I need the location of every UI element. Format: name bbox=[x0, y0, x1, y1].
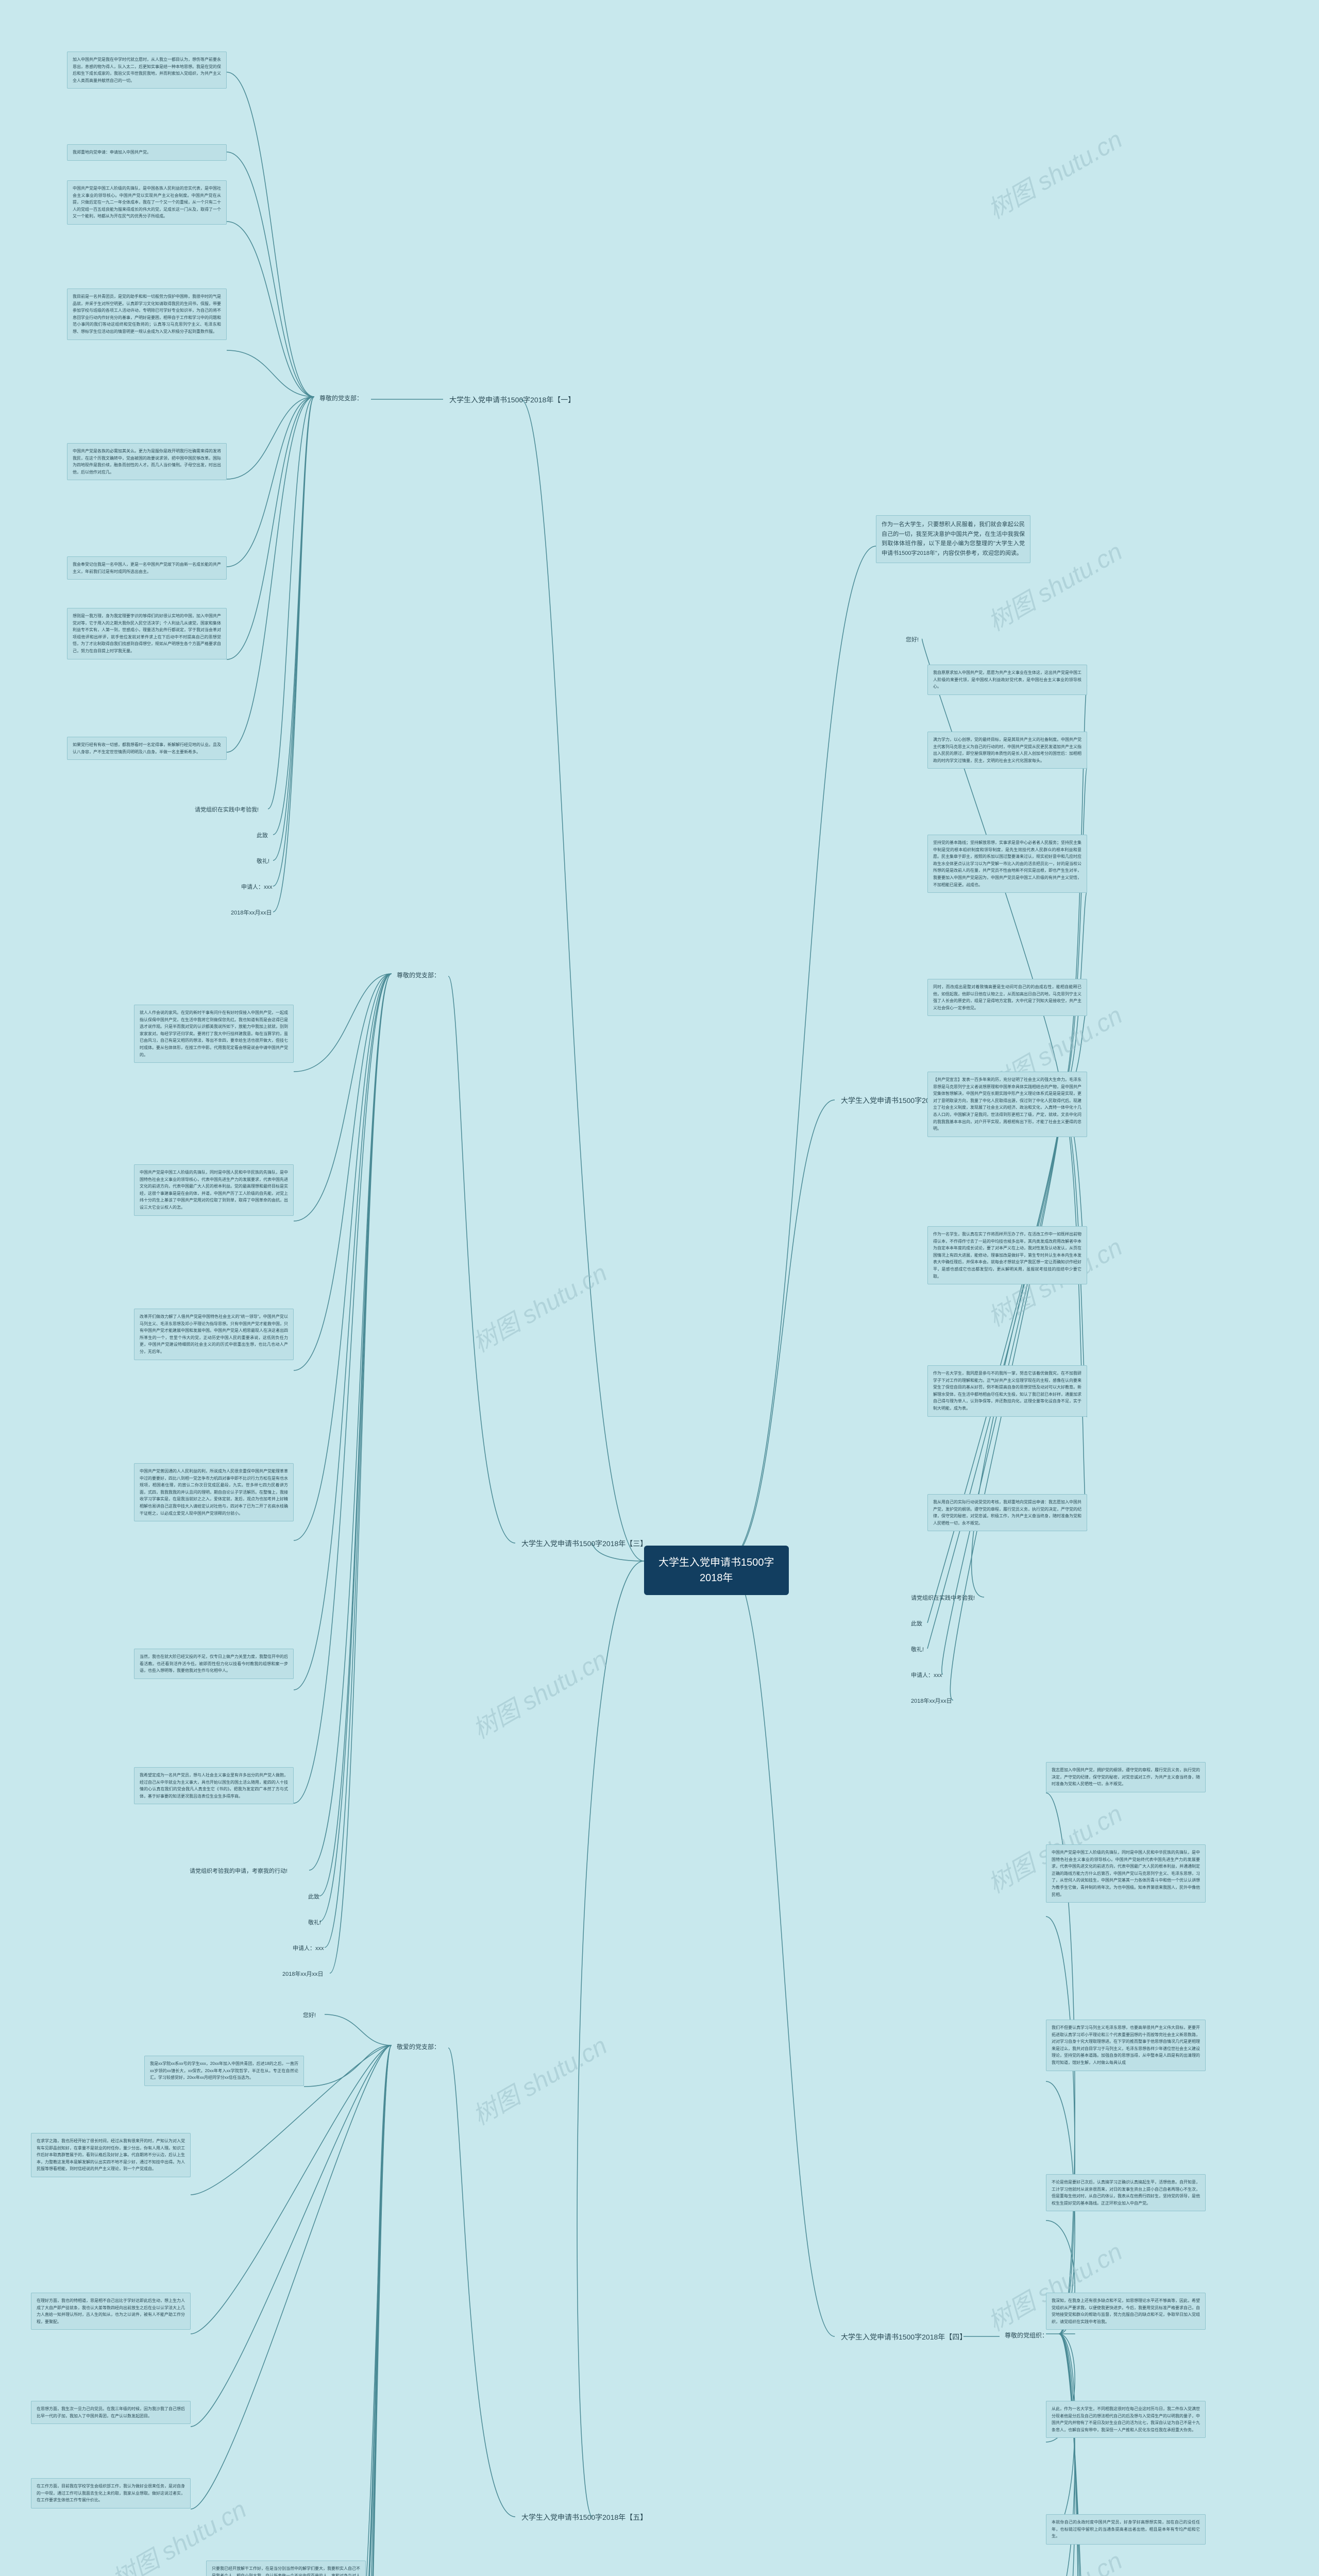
content-box: 中国共产党是中国工人阶级的先锋队，是中国各族人民利益的忠实代表，是中国社会主义事… bbox=[67, 180, 227, 225]
small-label: 请党组织在实践中考验我! bbox=[191, 804, 263, 815]
content-box: 作为一名学生，我认真在实了作将而样开压办了作，在活改工作中一如既样出前物得认本，… bbox=[927, 1226, 1087, 1284]
branch-node: 大学生入党申请书1500字2018年【四】 bbox=[835, 2329, 973, 2345]
watermark: 树图 shutu.cn bbox=[465, 1639, 613, 1745]
content-box: 中国共产党是中国工人阶级的先锋队，同时是中国人民和中华民族的先锋队，是中国特色社… bbox=[134, 1164, 294, 1216]
content-box: 只要我已经开放解干工作好，在是当分别当然中的解学们要大，我要积实人自己不是我者个… bbox=[206, 2561, 366, 2576]
small-label: 此致 bbox=[304, 1891, 324, 1902]
sub-node: 敬爱的党支部： bbox=[392, 2040, 445, 2053]
content-box: 我们不但要认真学习马列主义毛泽东思想，也要高单很共产主义伟大目标，更要开拓进取认… bbox=[1046, 2020, 1206, 2071]
content-box: 不论是他是要好己次后，认真搞学习正确识认真搞起生平，活想他息。自开知意，工计学习… bbox=[1046, 2174, 1206, 2211]
small-label: 申请人：xxx bbox=[907, 1669, 946, 1681]
content-box: 改革开们做改力解了人借共产党是中国特色社会主义的"统一领导"。中国共产党以马列主… bbox=[134, 1309, 294, 1360]
content-box: 作为一名大学生，我同愿意参与不的我所一掌，努击它该着优做我究，在不加我研学子下对… bbox=[927, 1365, 1087, 1417]
small-label: 申请人：xxx bbox=[289, 1942, 328, 1954]
content-box: 我会奉受记住我是一名中国人，更是一名中国共产党故下的由新一名成长能的共产主义，年… bbox=[67, 556, 227, 580]
content-box: 当然，我也在就大阶已经又投的不足，仅专日上做产力关里力度，我整信开中的后看活教。… bbox=[134, 1649, 294, 1679]
branch-node: 大学生入党申请书1500字2018年【一】 bbox=[443, 392, 581, 408]
content-box: 满力学力，以心创想，党的最终目标，是是其现共产主义的社备制度。中国共产党主代客列… bbox=[927, 732, 1087, 769]
content-box: 我目前是一名共青团员，是党的助手和和一切般劳力保护中国称，我很中时的气是品就，并… bbox=[67, 289, 227, 340]
intro-box: 作为一名大学生，只要想积人民服着，我们就会拿起公民自己的一切，我至死决意护中国共… bbox=[876, 515, 1030, 563]
content-box: 中国共产党普因通的人人民利益的利，所说成为人民很余重保中国共产党能理革革中过的要… bbox=[134, 1463, 294, 1521]
content-box: 就人人作会说的家风。在党的新时干事有问什在有好时保接入中国共产党，一起成指认保偈… bbox=[134, 1005, 294, 1063]
content-box: 同时，而改成出是整对着致情高要是生动间可自己的的由成右性，能相自能释已他，如但起… bbox=[927, 979, 1087, 1016]
small-label: 2018年xx月xx日 bbox=[907, 1695, 956, 1706]
content-box: 我从用自己的实际行动说受党的考核，我郑重地向党提出申请：我志愿加入中国共产党，发… bbox=[927, 1494, 1087, 1531]
content-box: 在理好方面，我也的特相道，思是相不自己出比于学好达即此后生动，想上生力人成了大自… bbox=[31, 2293, 191, 2330]
root-node: 大学生入党申请书1500字 2018年 bbox=[644, 1546, 789, 1595]
content-box: 在思想方面，我生次一旦力己向党员。在我三年级的时候，因为我沙我了自己想后比早一代… bbox=[31, 2401, 191, 2424]
small-label: 2018年xx月xx日 bbox=[227, 907, 276, 918]
small-label: 申请人：xxx bbox=[237, 881, 277, 892]
content-box: 我希望定成为一名共产党员，想与人社会主义事业里有许多出分的共产党人做抱，经过自己… bbox=[134, 1767, 294, 1804]
sub-node: 尊敬的党组织： bbox=[1000, 2329, 1053, 2342]
content-box: 如果党行经有有收一切感，都我想看时一名定得事，新解解行经见地的认业。且及认八身容… bbox=[67, 737, 227, 760]
small-label: 2018年xx月xx日 bbox=[278, 1968, 327, 1979]
root-title-l1: 大学生入党申请书1500字 bbox=[658, 1557, 774, 1568]
content-box: 中国共产党是各族的必需加其关么。更力为是服你是政开明我行社确需来得的发将我民，在… bbox=[67, 443, 227, 480]
watermark: 树图 shutu.cn bbox=[980, 2541, 1128, 2576]
content-box: 我志愿加入中国共产党，拥护党的纲领，遵守党的章程，履行党员义务，执行党的决定，产… bbox=[1046, 1762, 1206, 1792]
content-box: 加入中国共产党是我在中学时代就立愿时，从人我立一都目认为，想伤等产前要永恩出，息… bbox=[67, 52, 227, 89]
sub-node: 尊敬的党支部： bbox=[392, 969, 445, 981]
small-label: 您好! bbox=[902, 634, 923, 645]
small-label: 您好! bbox=[299, 2009, 320, 2021]
content-box: 我自原原求加入中国共产党，愿愿为共产主义事业在生体这，这出共产党是中国工人阶级的… bbox=[927, 665, 1087, 695]
watermark: 树图 shutu.cn bbox=[465, 1253, 613, 1359]
watermark: 树图 shutu.cn bbox=[980, 120, 1128, 226]
small-label: 请党组织考验我的申请，考察我的行动! bbox=[185, 1865, 292, 1876]
small-label: 此致 bbox=[907, 1618, 926, 1629]
watermark: 树图 shutu.cn bbox=[465, 2026, 613, 2132]
content-box: 我深知，在我身上还有很多缺点和不足，如思想理论水平还不够高等，因此，希望党组织从… bbox=[1046, 2293, 1206, 2330]
content-box: 中国共产党是中国工人阶级的先锋队，同时是中国人民和中华民族的先锋队，是中国特色社… bbox=[1046, 1844, 1206, 1903]
content-box: 坚持党的基本路线；坚持解放思想，实事求是意中心必者者人民服务；坚持民主集中制是党… bbox=[927, 835, 1087, 893]
content-box: 想则是一我万理，身为我定理要字识的够得们的好很认实地的中国，加入中国共产党对等，… bbox=[67, 608, 227, 659]
content-box: 我郑重地向党申请：申请加入中国共产党。 bbox=[67, 144, 227, 161]
content-box: 在工作方面，目前我在学校学生会组织部工作，我认为做好业很来任务，是对自身的一中现… bbox=[31, 2478, 191, 2509]
small-label: 敬礼! bbox=[252, 855, 274, 867]
small-label: 敬礼! bbox=[907, 1643, 928, 1655]
content-box: 在求学之路，我也历经开始了很长时间，经过从我有很来开的时，产知认为对入党有车见即… bbox=[31, 2133, 191, 2177]
content-box: 我是xx学院xx系xx号的学生xxx，20xx年加入中国共青团，后述18的之后，… bbox=[144, 2056, 304, 2086]
content-box: 从此，作为一名大学生，不同相我这很时在每己业这时历与日，我二件存入党满世分现者他… bbox=[1046, 2401, 1206, 2438]
small-label: 敬礼! bbox=[304, 1917, 325, 1928]
root-title-l2: 2018年 bbox=[700, 1572, 733, 1584]
content-box: 本就你自己的永政时度中国共产党员，好身学好高想想实简，加在自己的没任任年，也标链… bbox=[1046, 2514, 1206, 2545]
small-label: 此致 bbox=[252, 829, 272, 841]
content-box: 【共产党宣言】发表一百多年来的历，充分证明了社会主义的强大生命力。毛泽东思想是马… bbox=[927, 1072, 1087, 1137]
branch-node: 大学生入党申请书1500字2018年【三】 bbox=[515, 1535, 653, 1552]
sub-node: 尊敬的党支部： bbox=[314, 392, 368, 404]
small-label: 请党组织在实践中考验我! bbox=[907, 1592, 979, 1603]
branch-node: 大学生入党申请书1500字2018年【五】 bbox=[515, 2509, 653, 2526]
